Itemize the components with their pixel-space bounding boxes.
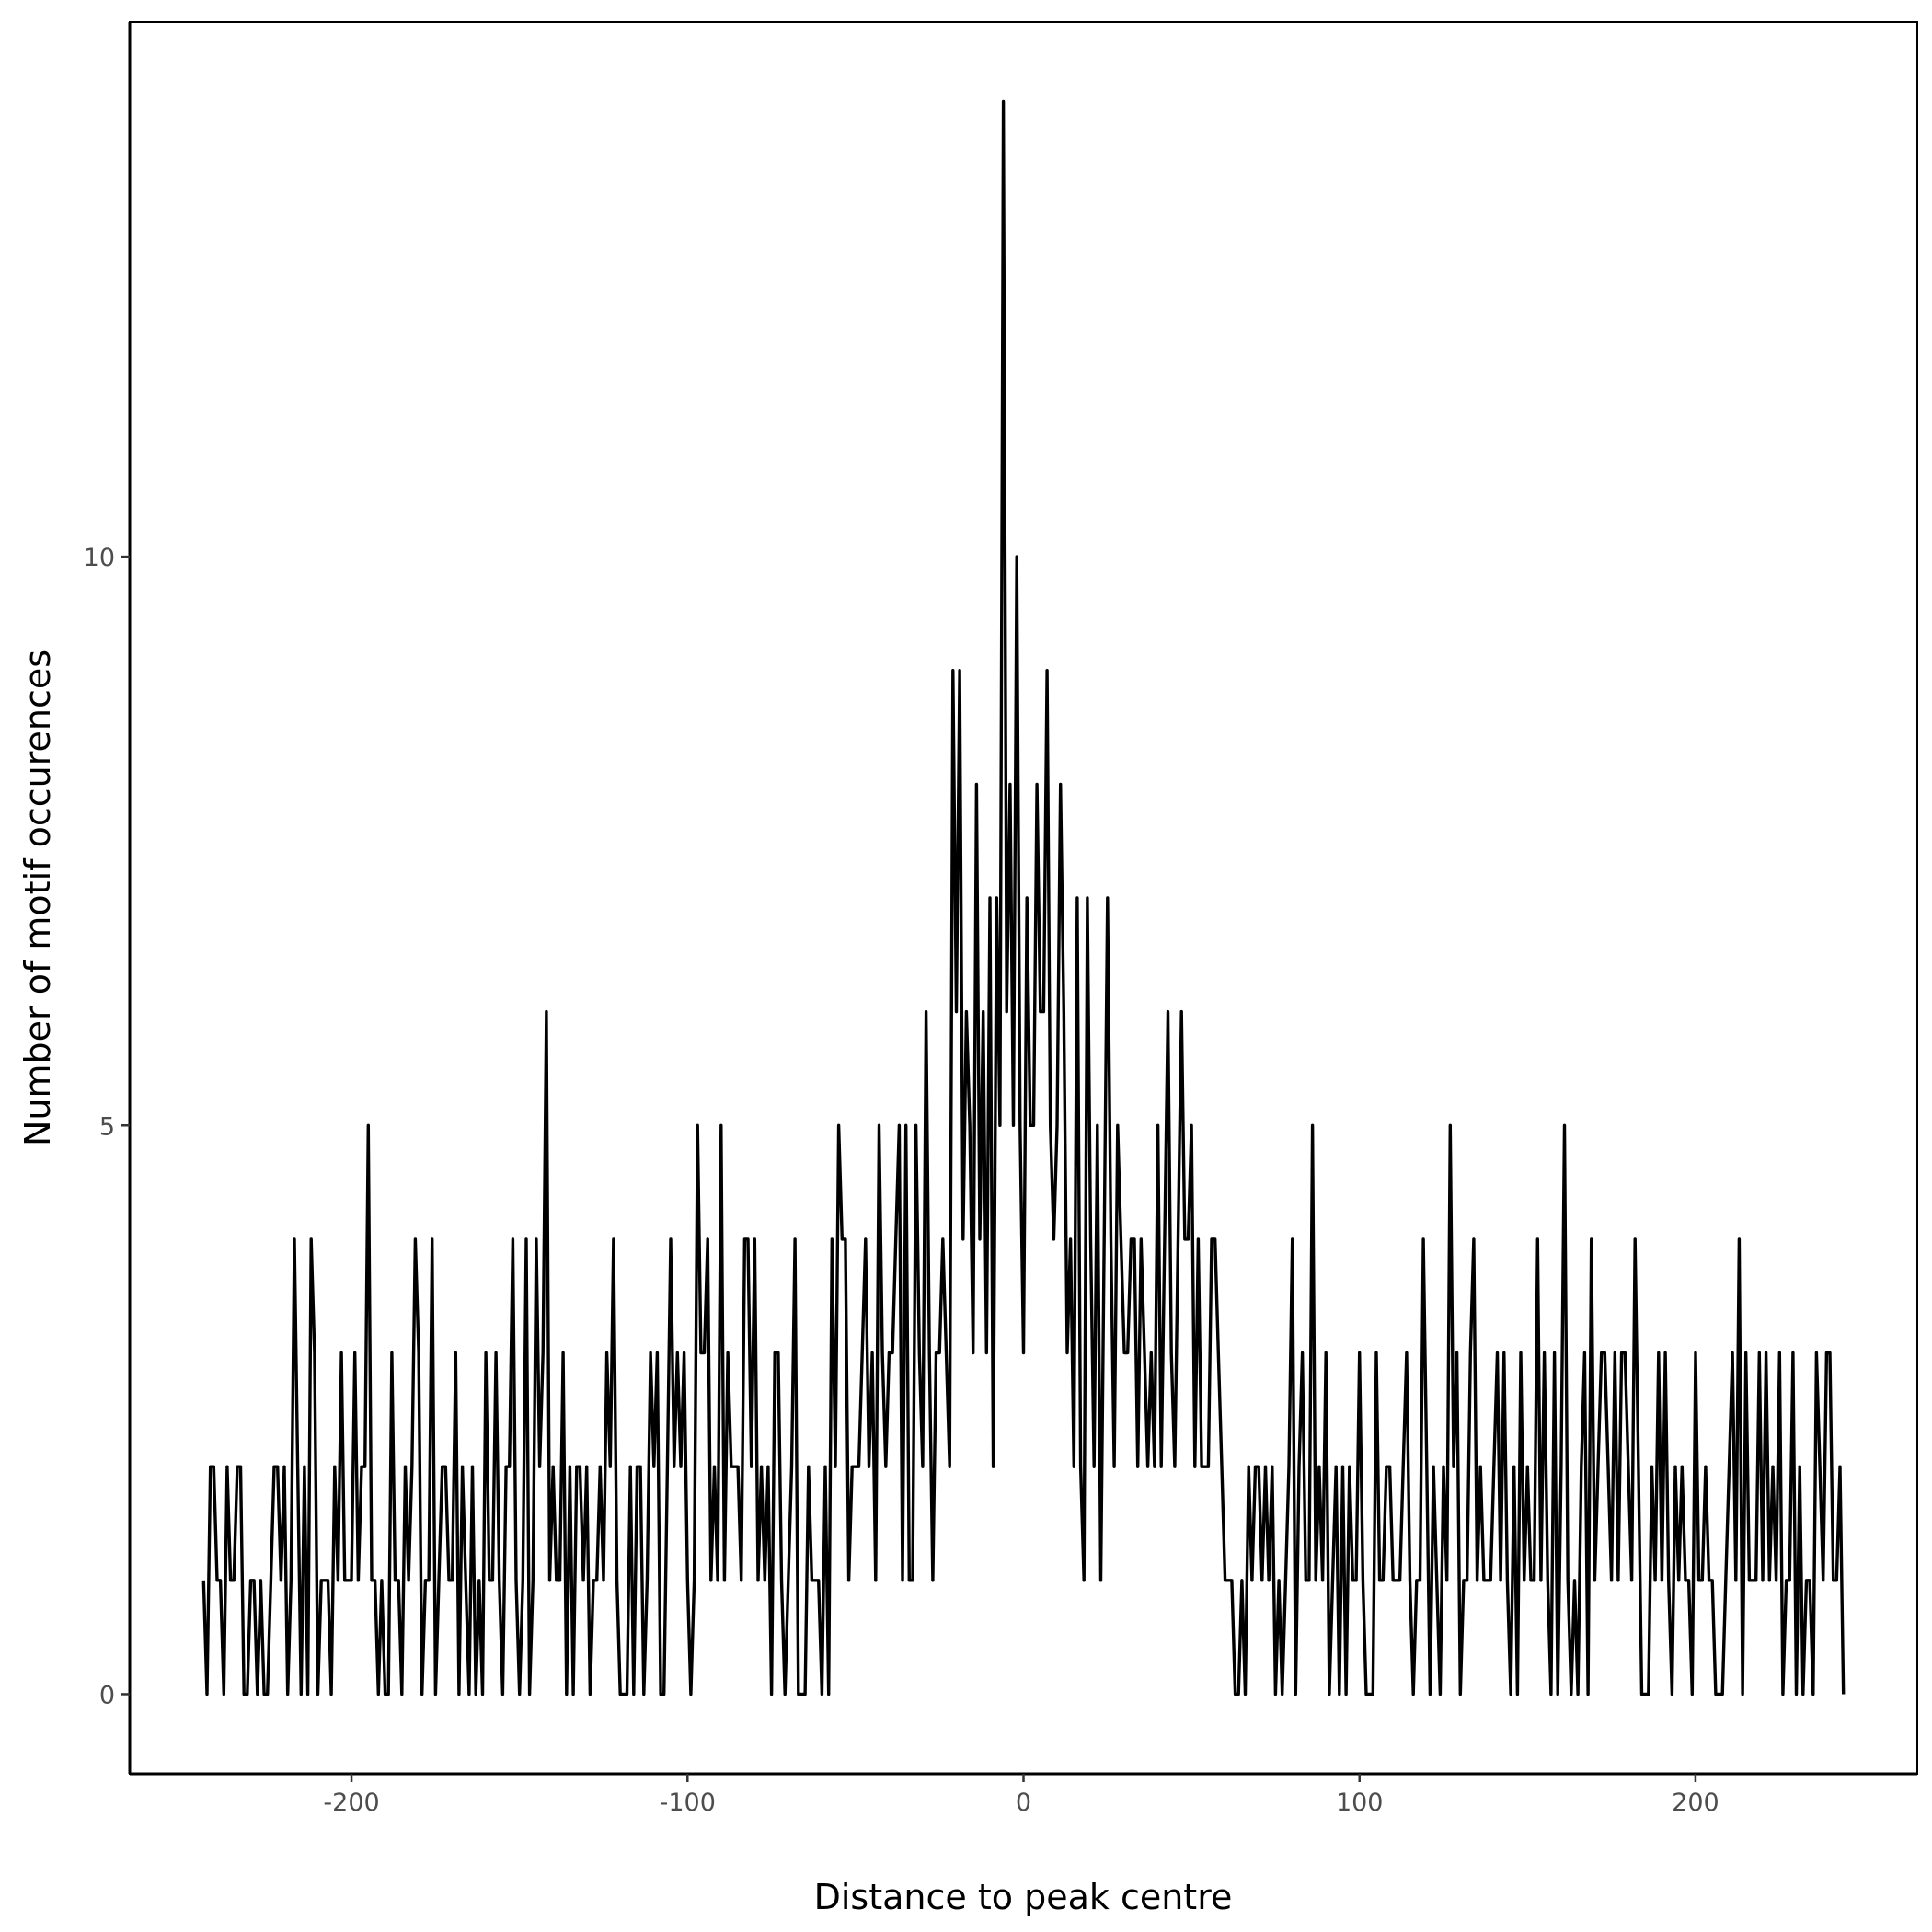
y-tick-label: 10 (84, 544, 115, 572)
x-axis-ticks: -200 -100 0 100 200 (323, 1774, 1719, 1817)
y-tick-label: 5 (99, 1112, 115, 1141)
x-tick-label: -100 (660, 1788, 716, 1817)
y-axis-ticks: 0 5 10 (84, 544, 130, 1709)
x-axis-title: Distance to peak centre (814, 1877, 1233, 1917)
panel-border (129, 21, 1918, 1775)
x-tick-label: 0 (1016, 1788, 1031, 1817)
y-tick-label: 0 (99, 1681, 115, 1709)
x-tick-label: -200 (323, 1788, 379, 1817)
x-tick-label: 100 (1336, 1788, 1384, 1817)
series-line (201, 99, 1846, 1696)
x-tick-label: 200 (1672, 1788, 1719, 1817)
y-axis-title: Number of motif occurences (17, 650, 58, 1146)
